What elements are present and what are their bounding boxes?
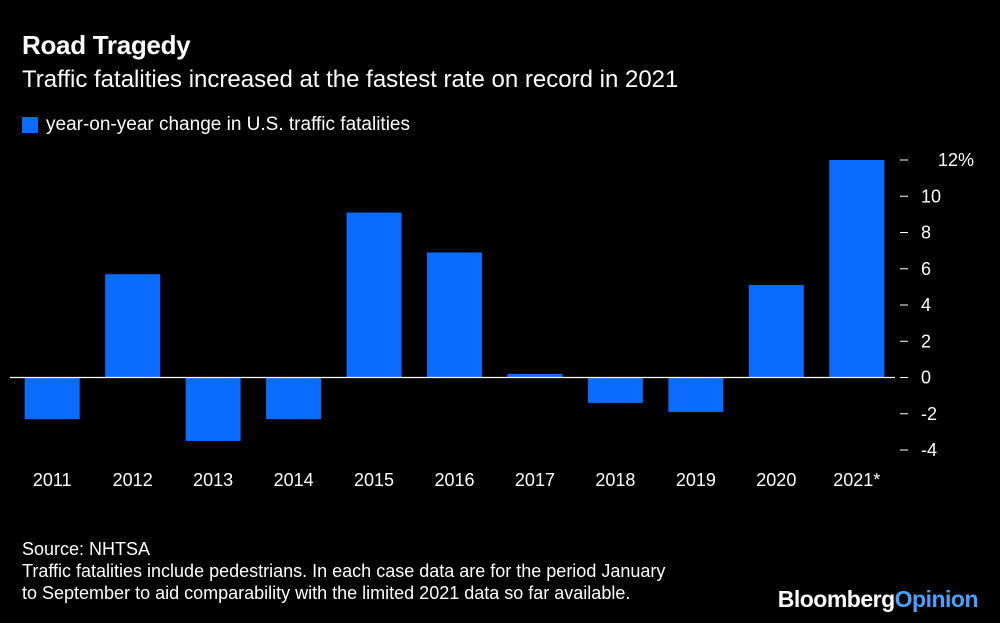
x-tick-label: 2019 (676, 470, 716, 490)
y-tick-label: 0 (921, 368, 931, 388)
y-tick-label: 4 (921, 295, 931, 315)
bar-2015 (346, 212, 402, 378)
chart-subtitle: Traffic fatalities increased at the fast… (22, 66, 679, 93)
legend-swatch (22, 117, 38, 133)
y-tick-label: -4 (921, 440, 937, 460)
bar-2021-star (829, 160, 885, 378)
source-note: Source: NHTSA (22, 539, 151, 559)
y-tick-label: 6 (921, 259, 931, 279)
bar-2016 (427, 252, 482, 378)
x-tick-label: 2020 (756, 470, 796, 490)
footnote-line-2: to September to aid comparability with t… (22, 583, 631, 603)
bar-2018 (587, 377, 643, 403)
y-tick-label: 2 (921, 331, 931, 351)
y-tick-label: 10 (921, 186, 941, 206)
bar-2020 (748, 285, 804, 378)
y-tick-label: -2 (921, 404, 937, 424)
logo-secondary: Opinion (894, 586, 979, 612)
bar-2019 (668, 377, 724, 412)
bar-2012 (105, 274, 161, 378)
bar-2011 (24, 377, 80, 420)
bar-2017 (507, 373, 563, 378)
x-tick-label: 2014 (274, 470, 314, 490)
bloomberg-opinion-logo: BloombergOpinion (777, 586, 979, 613)
bar-2013 (185, 377, 241, 441)
x-tick-label: 2012 (113, 470, 153, 490)
x-tick-label: 2021* (833, 470, 880, 490)
bar-2014 (266, 377, 322, 420)
legend-label: year-on-year change in U.S. traffic fata… (46, 114, 410, 135)
chart-title: Road Tragedy (22, 30, 191, 60)
x-tick-label: 2015 (354, 470, 394, 490)
y-tick-label: 8 (921, 223, 931, 243)
chart-legend: year-on-year change in U.S. traffic fata… (22, 114, 410, 136)
logo-primary: Bloomberg (777, 586, 895, 612)
x-tick-label: 2017 (515, 470, 555, 490)
chart-footer: Source: NHTSA Traffic fatalities include… (22, 538, 802, 604)
footnote-line-1: Traffic fatalities include pedestrians. … (22, 561, 666, 581)
x-tick-label: 2013 (193, 470, 233, 490)
y-tick-label: 12% (938, 150, 974, 170)
x-tick-label: 2016 (434, 470, 474, 490)
x-tick-label: 2018 (595, 470, 635, 490)
x-tick-label: 2011 (33, 470, 72, 490)
